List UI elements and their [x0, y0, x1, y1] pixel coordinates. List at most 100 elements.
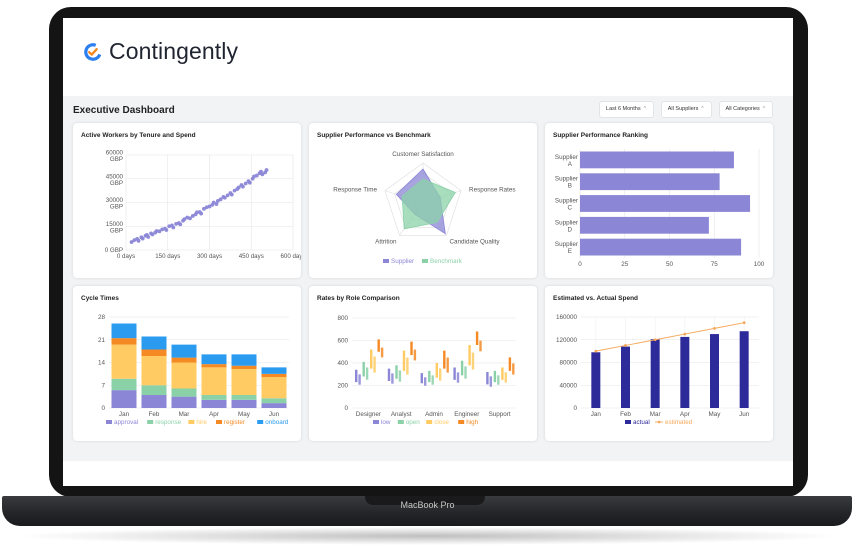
- range-bar-close: [468, 345, 471, 366]
- filter-bar: Last 6 Months ⌃ All Suppliers ⌃ All Catego…: [599, 101, 773, 118]
- estimated-point: [713, 326, 716, 330]
- card-title: Cycle Times: [81, 295, 119, 302]
- legend-swatch: [426, 420, 433, 424]
- y-tick-label: 160000: [556, 314, 578, 321]
- x-tick-label: Mar: [179, 411, 190, 418]
- card-title: Estimated vs. Actual Spend: [553, 295, 639, 302]
- legend-swatch: [397, 420, 404, 424]
- scatter-point: [241, 184, 245, 189]
- actual-bar: [650, 339, 660, 408]
- range-bar-low: [420, 373, 423, 384]
- x-tick-label: 600 days: [280, 253, 301, 260]
- x-tick-label: 150 days: [155, 253, 180, 260]
- stacked-bar-segment-response: [261, 398, 287, 404]
- x-tick-label: Feb: [620, 411, 631, 418]
- y-tick-label: GBP: [110, 156, 123, 163]
- range-bar-low: [486, 372, 489, 385]
- y-tick-label: GBP: [110, 180, 123, 187]
- range-bar-open: [428, 370, 431, 383]
- filter-categories-label: All Categories: [725, 106, 760, 112]
- y-tick-label: 7: [101, 382, 105, 389]
- actual-bar: [739, 331, 749, 408]
- stacked-bar-segment-onboard: [261, 367, 287, 374]
- stacked-bar-segment-approval: [111, 390, 137, 408]
- stacked-bar-segment-approval: [231, 399, 257, 408]
- range-bar-low: [456, 372, 460, 383]
- radar-axis-label: Response Time: [333, 187, 377, 194]
- range-bar-close: [402, 350, 406, 371]
- scatter-point: [178, 222, 183, 227]
- range-bar-close: [471, 352, 475, 370]
- x-tick-label: Designer: [356, 411, 381, 418]
- stacked-bar-segment-approval: [261, 403, 287, 408]
- x-tick-label: 75: [711, 261, 719, 268]
- y-tick-label: 0 GBP: [105, 247, 123, 254]
- stacked-bar-segment-approval: [141, 395, 167, 408]
- scatter-point: [195, 210, 199, 215]
- legend-swatch: [147, 420, 154, 424]
- range-bar-high: [508, 357, 512, 371]
- app-logo[interactable]: Contingently: [83, 38, 238, 65]
- legend-label: actual: [633, 419, 650, 426]
- legend-swatch: [216, 420, 222, 424]
- x-tick-label: 0: [578, 261, 582, 268]
- scatter-point: [222, 195, 227, 200]
- filter-categories[interactable]: All Categories ⌃: [718, 101, 773, 118]
- actual-bar: [680, 336, 690, 408]
- filter-period[interactable]: Last 6 Months ⌃: [599, 101, 654, 118]
- contingently-logo-icon: [84, 42, 102, 61]
- y-tick-label: 60000: [106, 150, 124, 157]
- range-bar-high: [475, 331, 479, 345]
- page-title: Executive Dashboard: [73, 105, 175, 116]
- range-bar-high: [410, 341, 413, 356]
- y-tick-label: GBP: [110, 227, 123, 234]
- range-bar-low: [489, 376, 492, 387]
- y-tick-label: C: [567, 205, 572, 212]
- x-tick-label: 100: [754, 261, 765, 268]
- legend-swatch: [106, 420, 112, 424]
- legend-label: register: [224, 419, 245, 426]
- candlestick-chart: 800 600 400 200 0 Designer Analyst Admin Enginee…: [337, 315, 516, 426]
- scatter-point: [211, 200, 216, 205]
- legend-label: open: [406, 419, 421, 426]
- x-tick-label: Jan: [591, 411, 602, 418]
- range-bar-high: [413, 349, 417, 361]
- y-tick-label: Supplier: [555, 219, 578, 226]
- legend-label: close: [434, 419, 449, 426]
- radar-axis-label: Response Rates: [469, 187, 516, 194]
- y-tick-label: 120000: [556, 337, 578, 344]
- range-bar-close: [439, 368, 442, 381]
- range-bar-high: [380, 347, 384, 358]
- scatter-point: [229, 192, 234, 197]
- y-tick-label: 14: [98, 360, 106, 367]
- y-tick-label: A: [568, 161, 573, 168]
- y-tick-label: 0: [573, 405, 577, 412]
- filter-suppliers[interactable]: All Suppliers ⌃: [660, 101, 712, 118]
- x-tick-label: Analyst: [391, 411, 412, 418]
- scatter-point: [236, 185, 241, 190]
- legend-label: Supplier: [391, 258, 414, 265]
- y-tick-label: 0: [101, 405, 105, 412]
- y-tick-label: 0: [344, 405, 348, 412]
- range-bar-close: [370, 349, 373, 369]
- x-tick-label: Admin: [425, 411, 443, 418]
- y-tick-label: Supplier: [555, 241, 578, 248]
- estimated-point: [594, 349, 598, 353]
- range-bar-open: [398, 370, 402, 382]
- y-tick-label: 15000: [106, 221, 124, 228]
- stacked-bar-segment-register: [171, 357, 197, 363]
- scatter-point: [171, 225, 176, 230]
- scatter-point: [140, 236, 145, 241]
- legend-swatch: [657, 420, 661, 424]
- card-workers: Active Workers by Tenure and Spend 60000…: [73, 123, 301, 278]
- ranking-bar: [580, 195, 751, 212]
- range-bar-close: [504, 372, 507, 383]
- range-bar-high: [377, 339, 380, 352]
- x-tick-label: Support: [489, 411, 511, 418]
- range-bar-high: [446, 357, 449, 373]
- legend-swatch: [458, 420, 465, 424]
- device-label: MacBook Pro: [400, 500, 455, 510]
- scatter-point: [214, 202, 219, 206]
- filter-suppliers-label: All Suppliers: [667, 106, 699, 112]
- stacked-bar-segment-hire: [231, 369, 257, 395]
